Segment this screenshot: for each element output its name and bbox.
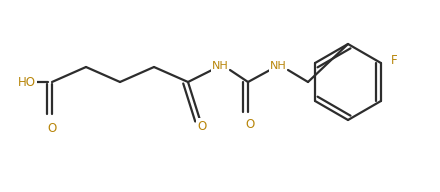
Text: NH: NH (270, 61, 286, 71)
Text: NH: NH (212, 61, 228, 71)
Text: O: O (198, 119, 207, 132)
Text: F: F (391, 54, 397, 66)
Text: HO: HO (18, 75, 36, 89)
Text: O: O (246, 118, 255, 131)
Text: O: O (48, 122, 57, 135)
